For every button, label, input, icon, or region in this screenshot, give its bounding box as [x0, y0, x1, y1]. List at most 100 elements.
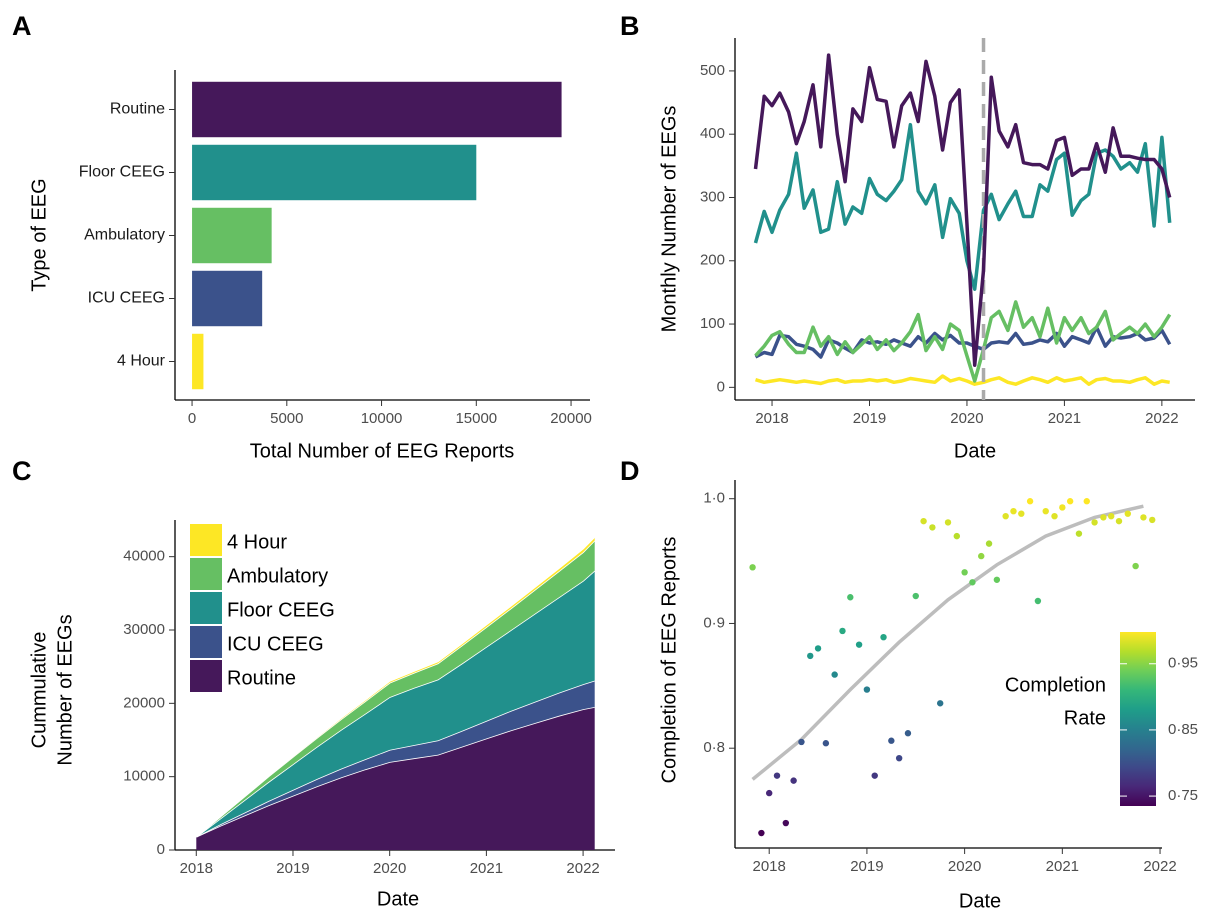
line-series: [753, 53, 1172, 367]
panel-letter: B: [620, 11, 640, 41]
point: [1066, 498, 1074, 505]
point: [863, 686, 871, 693]
line-series: [753, 122, 1172, 291]
x-tick-label: 2020: [950, 410, 983, 427]
x-axis-title: Date: [377, 888, 419, 910]
area-edge: [195, 706, 595, 838]
point: [1083, 498, 1090, 505]
legend-swatch: [190, 626, 222, 658]
y-tick-label: 40000: [123, 548, 165, 565]
point: [912, 592, 919, 600]
point: [790, 777, 797, 784]
point: [1107, 512, 1115, 520]
point: [944, 519, 952, 526]
point: [758, 829, 765, 837]
x-tick-label: 2020: [948, 858, 981, 875]
y-tick-label: 0: [717, 378, 725, 395]
y-tick-label: 1·0: [703, 490, 725, 507]
x-tick-label: 20000: [550, 410, 592, 427]
point: [895, 754, 903, 762]
legend-swatch: [190, 660, 222, 692]
point: [1026, 498, 1034, 505]
y-axis-title: Number of EEGs: [54, 614, 76, 765]
legend-label: 4 Hour: [227, 531, 287, 553]
point: [749, 564, 756, 571]
point: [831, 671, 838, 678]
y-tick-label: 400: [700, 125, 725, 142]
y-axis-title: Cummulative: [28, 632, 50, 749]
x-tick-label: 2020: [373, 860, 406, 877]
point: [871, 772, 878, 779]
y-tick-label: 0·8: [703, 739, 725, 756]
point: [985, 540, 993, 547]
point: [880, 633, 887, 641]
legend-swatch: [190, 524, 222, 556]
y-axis-title: Completion of EEG Reports: [658, 537, 680, 784]
y-tick-label: 20000: [123, 694, 165, 711]
point: [847, 594, 854, 601]
y-tick-label: 4 Hour: [117, 353, 166, 370]
colorbar-label: 0·95: [1168, 655, 1198, 672]
bar: [192, 270, 263, 327]
point: [765, 789, 773, 797]
y-tick-label: Ambulatory: [84, 227, 165, 244]
point: [807, 652, 814, 660]
y-tick-label: 500: [700, 62, 725, 79]
point: [920, 517, 927, 525]
bar: [192, 207, 272, 264]
bar: [192, 144, 477, 201]
y-tick-label: 30000: [123, 621, 165, 638]
stacked-area: [196, 680, 595, 837]
stacked-area: [196, 707, 595, 850]
point: [1100, 514, 1107, 521]
colorbar: [1120, 632, 1156, 806]
x-tick-label: 2021: [470, 860, 503, 877]
y-tick-label: Routine: [110, 101, 165, 118]
point: [904, 730, 912, 737]
point: [814, 645, 822, 652]
point: [1002, 512, 1009, 520]
x-tick-label: 0: [188, 410, 196, 427]
point: [798, 738, 805, 746]
x-tick-label: 2021: [1048, 410, 1081, 427]
y-tick-label: 0·9: [703, 614, 725, 631]
point: [1059, 504, 1066, 511]
point: [969, 579, 976, 586]
colorbar-title: Rate: [1064, 707, 1106, 729]
y-axis-title: Type of EEG: [28, 178, 50, 291]
x-tick-label: 2019: [276, 860, 309, 877]
y-tick-label: 10000: [123, 768, 165, 785]
point: [929, 524, 936, 531]
point: [1149, 516, 1156, 524]
point: [839, 627, 846, 635]
point: [773, 772, 781, 779]
y-axis-title: Monthly Number of EEGs: [658, 106, 680, 333]
point: [855, 641, 863, 648]
line-series: [754, 300, 1172, 383]
panel-letter: A: [12, 11, 32, 41]
point: [953, 532, 961, 540]
point: [1034, 597, 1042, 605]
point: [1042, 507, 1049, 515]
point: [1140, 514, 1147, 521]
x-axis-title: Total Number of EEG Reports: [250, 440, 515, 462]
colorbar-label: 0·85: [1168, 721, 1198, 738]
y-tick-label: 300: [700, 188, 725, 205]
x-axis-title: Date: [954, 440, 996, 462]
legend-label: Floor CEEG: [227, 599, 335, 621]
point: [1075, 530, 1083, 537]
bar: [192, 333, 204, 390]
point: [822, 740, 830, 747]
point: [1018, 510, 1025, 517]
panel-letter: D: [620, 456, 640, 486]
point: [1051, 512, 1058, 520]
panel-letter: C: [12, 456, 32, 486]
x-tick-label: 5000: [270, 410, 303, 427]
x-axis-title: Date: [959, 890, 1001, 912]
y-tick-label: 0: [157, 841, 165, 858]
point: [1091, 519, 1098, 526]
point: [961, 569, 968, 576]
point: [782, 819, 790, 827]
x-tick-label: 2022: [1143, 858, 1176, 875]
